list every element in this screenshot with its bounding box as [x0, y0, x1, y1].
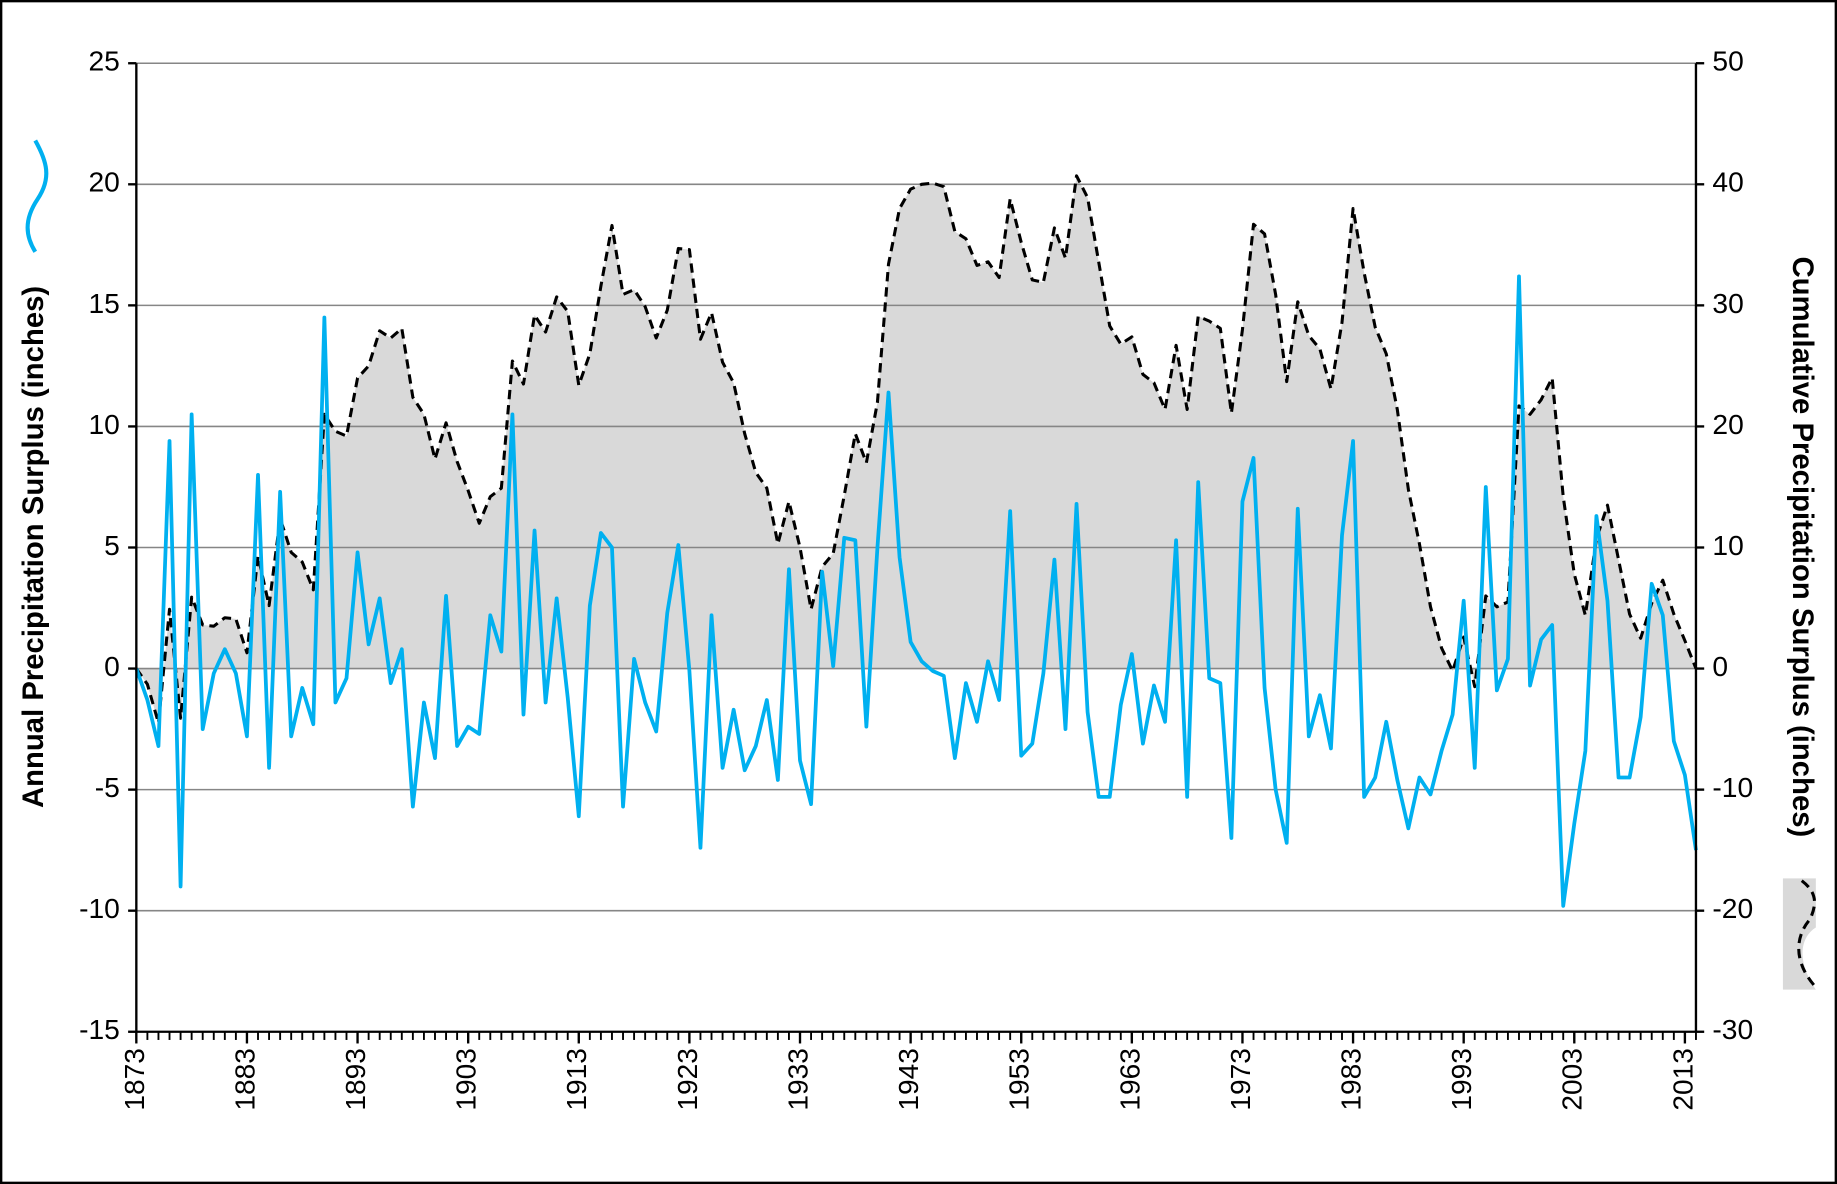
area-fill	[136, 175, 1696, 724]
x-tick-label: 1913	[561, 1048, 592, 1110]
y2-tick-label: 40	[1712, 167, 1743, 198]
y2-tick-label: 30	[1712, 288, 1743, 319]
y-tick-label: -5	[95, 772, 120, 803]
x-tick-label: 1973	[1225, 1048, 1256, 1110]
y2-axis-title: Cumulative Precipitation Surplus (inches…	[1786, 257, 1819, 838]
x-tick-label: 1993	[1446, 1048, 1477, 1110]
x-tick-label: 1873	[119, 1048, 150, 1110]
y-tick-label: 25	[89, 46, 120, 77]
legend-key	[1797, 879, 1817, 989]
x-tick-label: 1983	[1335, 1048, 1366, 1110]
y-tick-label: 5	[104, 530, 120, 561]
legend-key-fill	[1782, 878, 1816, 990]
y2-tick-label: -10	[1712, 772, 1753, 803]
y-axis-title: Annual Precipitation Surplus (inches)	[17, 286, 50, 808]
x-tick-label: 1883	[229, 1048, 260, 1110]
y-tick-label: 10	[89, 409, 120, 440]
y2-tick-label: -30	[1712, 1014, 1753, 1045]
x-tick-label: 1953	[1004, 1048, 1035, 1110]
y-tick-label: -15	[79, 1014, 120, 1045]
y2-tick-label: 10	[1712, 530, 1743, 561]
x-tick-label: 1943	[893, 1048, 924, 1110]
y-tick-label: 20	[89, 167, 120, 198]
y-tick-label: 15	[89, 288, 120, 319]
y2-tick-label: 50	[1712, 46, 1743, 77]
plot-area: -15 -10 -5 0 5 10 15 20 25 -30 -20 -10 0 10 20 30 40 50 18…	[79, 46, 1753, 1111]
legend-key	[25, 139, 49, 253]
y-tick-label: 0	[104, 651, 120, 682]
x-tick-label: 1923	[672, 1048, 703, 1110]
y2-tick-label: -20	[1712, 893, 1753, 924]
x-tick-label: 1893	[340, 1048, 371, 1110]
series-line	[134, 274, 1698, 908]
y2-tick-label: 20	[1712, 409, 1743, 440]
series-line	[135, 174, 1698, 725]
x-tick-label: 2003	[1557, 1048, 1588, 1110]
x-tick-label: 1903	[451, 1048, 482, 1110]
y-tick-label: -10	[79, 893, 120, 924]
y2-tick-label: 0	[1712, 651, 1728, 682]
x-tick-label: 1963	[1114, 1048, 1145, 1110]
x-tick-label: 1933	[782, 1048, 813, 1110]
x-tick-label: 2013	[1667, 1048, 1698, 1110]
